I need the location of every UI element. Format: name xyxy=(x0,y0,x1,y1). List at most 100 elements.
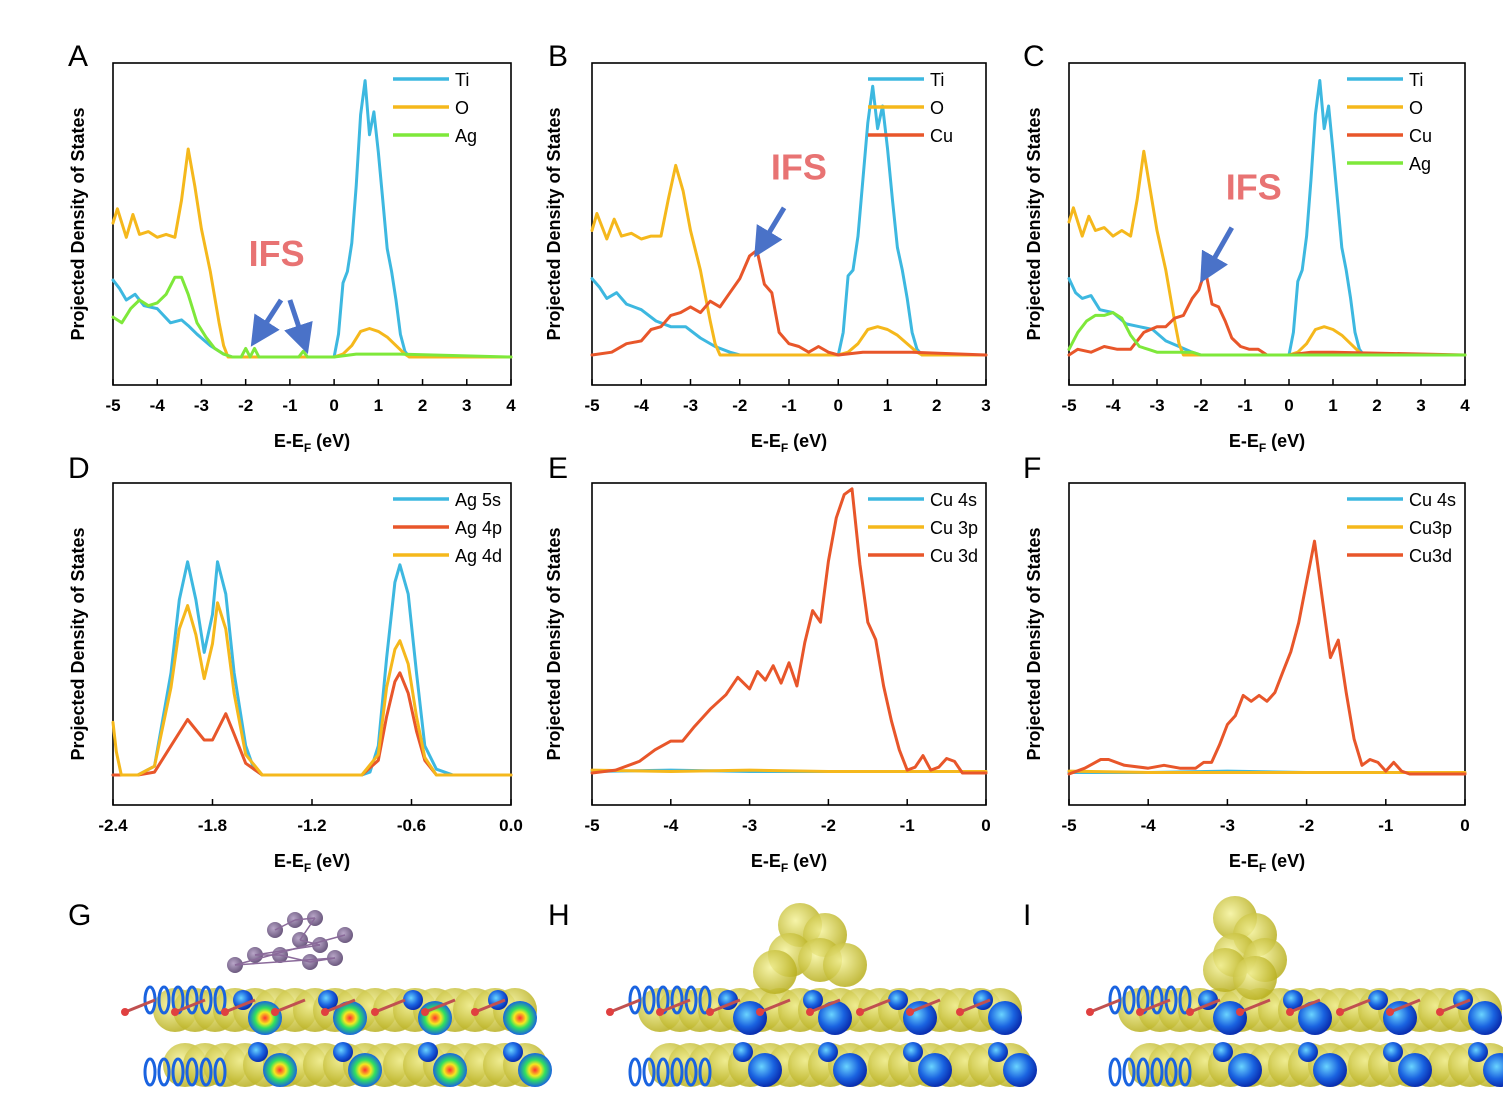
charge-lobe xyxy=(1368,990,1388,1010)
chart-panel-e: E -5 -4 -3 -2 -1 0 E-EF (eV) Projected Density o… xyxy=(544,452,991,875)
x-tick-label: -4 xyxy=(150,396,166,415)
bond xyxy=(959,998,991,1014)
charge-lobe xyxy=(248,1042,268,1062)
series-line-o xyxy=(111,147,513,359)
panel-letter: G xyxy=(68,899,91,932)
bond xyxy=(1239,998,1271,1014)
charge-lobe xyxy=(888,990,908,1010)
x-tick-label: -3 xyxy=(683,396,698,415)
chart-panel-d: D -2.4 -1.8 -1.2 -0.6 0.0 E-EF (eV) Projected D… xyxy=(68,452,523,875)
plot-frame xyxy=(112,62,512,386)
charge-lobe xyxy=(988,1001,1022,1035)
bond xyxy=(1389,998,1421,1014)
x-tick-label: 1 xyxy=(374,396,383,415)
bond xyxy=(424,998,456,1014)
bond xyxy=(1339,998,1371,1014)
x-axis-label: E-EF (eV) xyxy=(751,431,827,455)
ifs-arrow xyxy=(754,206,787,258)
charge-lobe xyxy=(248,1001,282,1035)
bond xyxy=(174,998,206,1014)
charge-disc xyxy=(1178,985,1192,1015)
cluster-atom xyxy=(753,950,797,994)
charge-disc xyxy=(642,1057,656,1087)
charge-lobe xyxy=(1468,1001,1502,1035)
cluster-bond xyxy=(299,917,316,941)
oxygen-atom xyxy=(321,1008,329,1016)
charge-lobe xyxy=(263,1053,297,1087)
x-tick-label: 2 xyxy=(1372,396,1381,415)
cluster-atom xyxy=(1233,956,1277,1000)
oxygen-atom xyxy=(271,1008,279,1016)
x-tick-label: -2 xyxy=(1193,396,1208,415)
charge-lobe xyxy=(718,990,738,1010)
charge-lobe xyxy=(1398,1053,1432,1087)
oxygen-atom xyxy=(1236,1008,1244,1016)
x-tick-label: -4 xyxy=(663,816,679,835)
bond xyxy=(1439,998,1471,1014)
charge-disc xyxy=(1136,1057,1150,1087)
structure-panel-i: I xyxy=(1023,896,1503,1087)
y-axis-label: Projected Density of States xyxy=(68,527,88,760)
oxygen-atom xyxy=(806,1008,814,1016)
x-tick-label: 2 xyxy=(932,396,941,415)
bond xyxy=(909,998,941,1014)
bond xyxy=(809,998,841,1014)
series-line-ag xyxy=(1067,311,1467,357)
panel-letter: A xyxy=(68,40,88,73)
bond xyxy=(274,998,306,1014)
x-tick-label: -1 xyxy=(1378,816,1393,835)
charge-disc xyxy=(171,1057,185,1087)
x-tick-label: 1 xyxy=(1328,396,1337,415)
charge-disc xyxy=(670,985,684,1015)
charge-disc xyxy=(1178,1057,1192,1087)
charge-lobe xyxy=(333,1001,367,1035)
cluster-bond xyxy=(294,917,316,921)
legend-label: O xyxy=(1409,98,1423,118)
oxygen-atom xyxy=(956,1008,964,1016)
charge-lobe xyxy=(233,990,253,1010)
oxygen-atom xyxy=(171,1008,179,1016)
x-tick-label: -0.6 xyxy=(397,816,426,835)
charge-lobe xyxy=(503,1042,523,1062)
y-axis-label: Projected Density of States xyxy=(1024,527,1044,760)
panel-letter: B xyxy=(548,40,568,73)
x-tick-label: -3 xyxy=(1149,396,1164,415)
legend-label: Cu 4s xyxy=(1409,490,1456,510)
series-line-cu3d xyxy=(1067,539,1467,776)
charge-lobe xyxy=(818,1001,852,1035)
x-tick-label: 0 xyxy=(834,396,843,415)
x-tick-label: -4 xyxy=(1141,816,1157,835)
cluster-atom xyxy=(823,943,867,987)
oxygen-atom xyxy=(121,1008,129,1016)
x-tick-label: -2.4 xyxy=(98,816,128,835)
x-tick-label: -1 xyxy=(900,816,915,835)
charge-disc xyxy=(1108,1057,1122,1087)
plot-frame xyxy=(112,482,512,806)
charge-lobe xyxy=(403,990,423,1010)
bond xyxy=(474,998,506,1014)
charge-disc xyxy=(157,985,171,1015)
cluster-bond xyxy=(234,957,336,966)
oxygen-atom xyxy=(371,1008,379,1016)
oxygen-atom xyxy=(1186,1008,1194,1016)
series-line-ti xyxy=(1067,79,1467,357)
x-tick-label: -3 xyxy=(194,396,209,415)
bond xyxy=(1089,998,1121,1014)
bond xyxy=(324,998,356,1014)
x-tick-label: -1 xyxy=(282,396,297,415)
chart-panel-c: C -5 -4 -3 -2 -1 0 1 2 3 4 E-EF (eV) Projected Densi… xyxy=(1023,40,1470,455)
ifs-annotation: IFS xyxy=(1226,166,1282,207)
oxygen-atom xyxy=(906,1008,914,1016)
oxygen-atom xyxy=(1286,1008,1294,1016)
oxygen-atom xyxy=(756,1008,764,1016)
series-line-cu3p xyxy=(1067,769,1467,774)
bond xyxy=(124,998,156,1014)
panel-letter: E xyxy=(548,452,568,485)
series-line-cu xyxy=(1067,268,1467,357)
bond xyxy=(759,998,791,1014)
charge-lobe xyxy=(418,1001,452,1035)
charge-lobe xyxy=(503,1001,537,1035)
charge-disc xyxy=(1150,1057,1164,1087)
oxygen-atom xyxy=(706,1008,714,1016)
x-tick-label: 0 xyxy=(329,396,338,415)
